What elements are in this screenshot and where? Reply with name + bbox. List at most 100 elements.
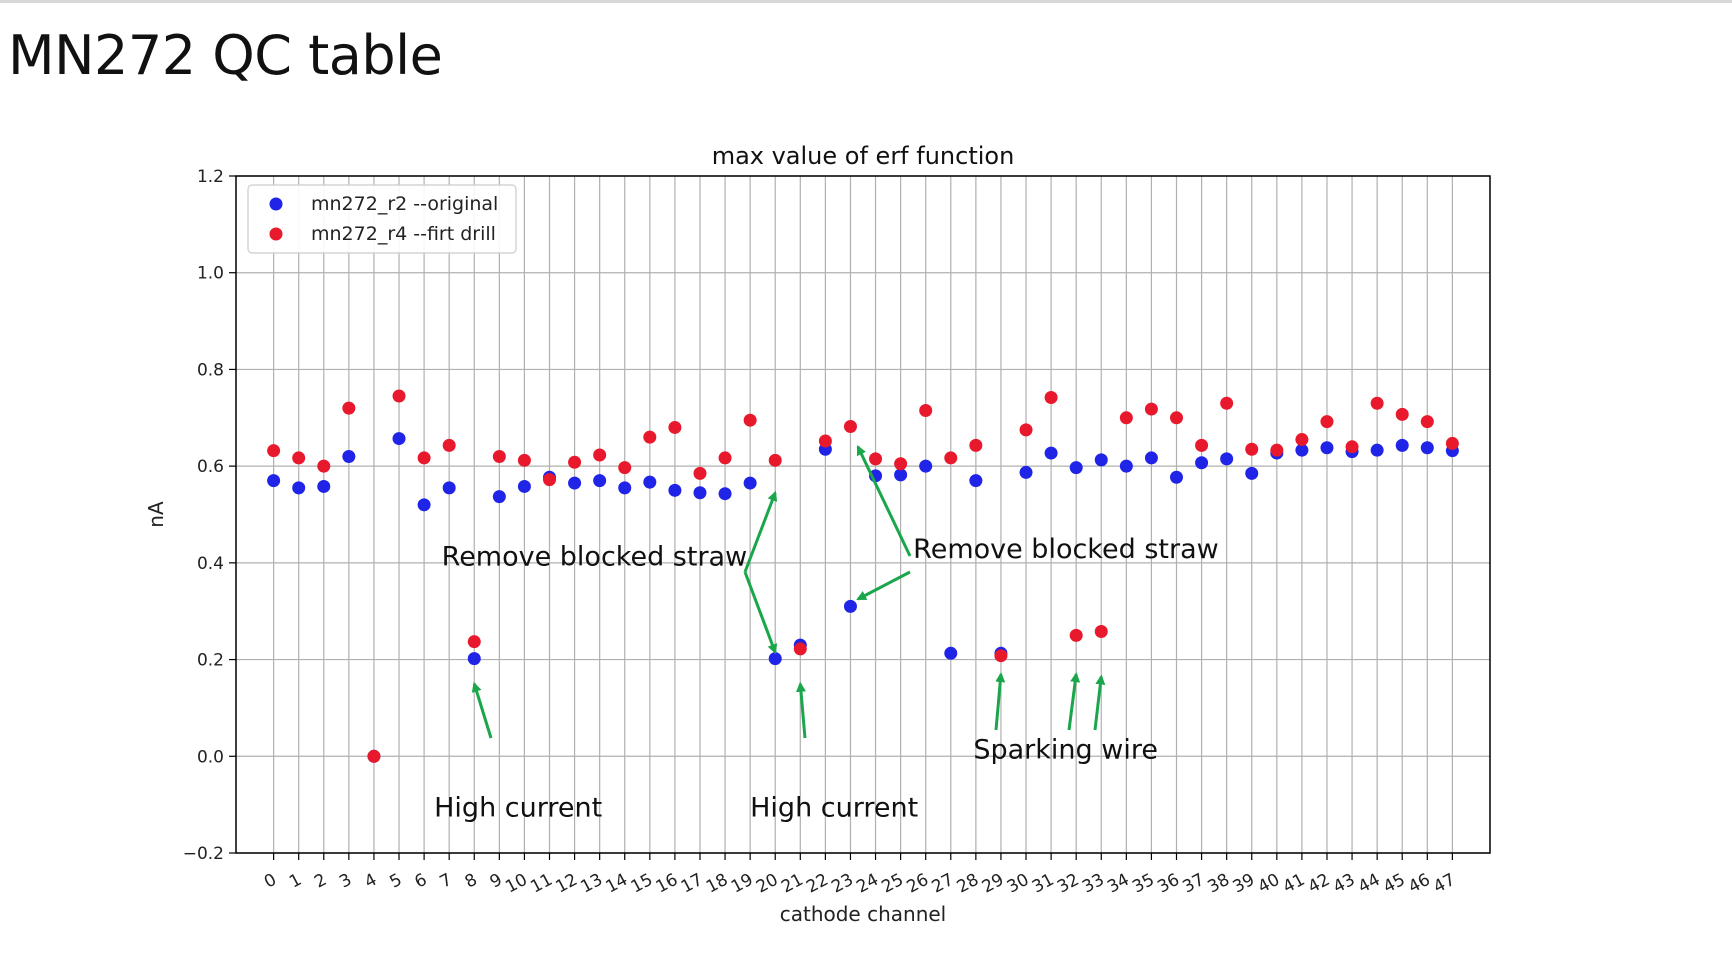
x-tick-label: 3	[336, 870, 355, 893]
data-point-series-1	[1420, 441, 1434, 455]
x-tick-label: 39	[1230, 870, 1258, 898]
y-axis-label: nA	[144, 501, 168, 528]
data-point-series-1	[1395, 438, 1409, 452]
x-tick-label: 34	[1104, 870, 1132, 898]
data-point-series-2	[743, 413, 757, 427]
data-point-series-1	[593, 474, 607, 488]
x-tick-label: 21	[778, 870, 806, 898]
x-tick-label: 2	[311, 870, 330, 893]
legend: mn272_r2 --original mn272_r4 --firt dril…	[247, 184, 517, 254]
x-tick-label: 44	[1355, 870, 1383, 898]
x-axis-ticks: 0 1 2 3 4 5 6 7 8 9101112131415161718192021222324…	[261, 853, 1459, 898]
data-point-series-2	[919, 404, 933, 418]
y-tick-label: 0.2	[197, 651, 224, 671]
x-tick-label: 45	[1380, 870, 1408, 898]
data-point-series-1	[1069, 461, 1083, 475]
x-tick-label: 47	[1430, 870, 1458, 898]
annotation-arrow	[796, 681, 807, 739]
data-point-series-2	[1195, 438, 1209, 452]
data-point-series-1	[944, 646, 958, 660]
annotation-arrows	[471, 444, 1106, 739]
data-point-series-2	[1144, 402, 1158, 416]
annotation-remove-blocked-straw-1: Remove blocked straw	[442, 541, 748, 572]
legend-marker-series-2	[269, 227, 283, 241]
y-tick-label: 0.4	[197, 554, 224, 574]
x-tick-label: 27	[929, 870, 957, 898]
data-point-series-1	[843, 599, 857, 613]
x-tick-label: 19	[728, 870, 756, 898]
data-point-series-1	[1295, 443, 1309, 457]
x-tick-label: 28	[954, 870, 982, 898]
data-point-series-2	[467, 635, 481, 649]
data-point-series-2	[894, 457, 908, 471]
x-tick-label: 24	[853, 870, 881, 898]
data-points	[267, 389, 1459, 763]
top-border	[0, 0, 1732, 3]
x-tick-label: 11	[527, 870, 555, 898]
data-point-series-2	[367, 749, 381, 763]
data-point-series-1	[517, 479, 531, 493]
x-tick-label: 40	[1255, 870, 1283, 898]
data-point-series-2	[593, 448, 607, 462]
data-point-series-2	[317, 459, 331, 473]
x-tick-label: 17	[678, 870, 706, 898]
x-tick-label: 23	[828, 870, 856, 898]
y-tick-label: −0.2	[183, 844, 224, 864]
data-point-series-1	[919, 459, 933, 473]
legend-label-series-2: mn272_r4 --firt drill	[311, 223, 496, 245]
data-point-series-2	[267, 444, 281, 458]
data-point-series-1	[467, 652, 481, 666]
y-axis-ticks: −0.2 0.0 0.2 0.4 0.6 0.8 1.0 1.2	[183, 167, 236, 864]
annotation-arrow	[1067, 672, 1081, 731]
data-point-series-1	[1245, 466, 1259, 480]
data-point-series-2	[1320, 415, 1334, 429]
y-tick-label: 0.8	[197, 360, 224, 380]
grid-lines	[236, 175, 1490, 854]
data-point-series-1	[1220, 452, 1234, 466]
data-point-series-1	[1019, 465, 1033, 479]
data-point-series-2	[1220, 396, 1234, 410]
data-point-series-1	[342, 449, 356, 463]
x-tick-label: 4	[361, 870, 380, 893]
x-tick-label: 8	[462, 870, 481, 893]
data-point-series-1	[568, 476, 582, 490]
x-tick-label: 6	[411, 870, 430, 893]
data-point-series-1	[969, 474, 983, 488]
slide-title: MN272 QC table	[8, 24, 443, 87]
data-point-series-1	[1370, 443, 1384, 457]
data-point-series-2	[1420, 415, 1434, 429]
y-tick-label: 0.6	[197, 457, 224, 477]
data-point-series-2	[969, 438, 983, 452]
data-point-series-2	[1295, 433, 1309, 447]
data-point-series-1	[643, 475, 657, 489]
data-point-series-1	[768, 652, 782, 666]
data-point-series-2	[1170, 411, 1183, 425]
x-axis-label: cathode channel	[780, 902, 947, 926]
annotation-arrow	[743, 571, 778, 655]
data-point-series-1	[1044, 446, 1058, 460]
x-tick-label: 16	[653, 870, 681, 898]
x-tick-label: 22	[803, 870, 831, 898]
x-tick-label: 5	[386, 870, 405, 893]
chart-title: max value of erf function	[712, 142, 1015, 170]
annotation-arrow	[1093, 674, 1106, 731]
annotation-remove-blocked-straw-2: Remove blocked straw	[913, 534, 1219, 565]
data-point-series-1	[492, 490, 506, 504]
x-tick-label: 31	[1029, 870, 1057, 898]
data-point-series-2	[1044, 390, 1058, 404]
annotation-high-current-1: High current	[434, 793, 602, 824]
data-point-series-2	[818, 434, 832, 448]
data-point-series-2	[392, 389, 406, 403]
data-point-series-2	[994, 649, 1008, 663]
data-point-series-2	[1069, 628, 1083, 642]
x-tick-label: 14	[603, 870, 631, 898]
x-tick-label: 7	[437, 870, 456, 893]
x-tick-label: 15	[628, 870, 656, 898]
data-point-series-2	[718, 451, 732, 465]
x-tick-label: 18	[703, 870, 731, 898]
data-point-series-2	[869, 452, 883, 466]
data-point-series-2	[643, 430, 657, 444]
x-tick-label: 41	[1280, 870, 1308, 898]
x-tick-label: 26	[904, 870, 932, 898]
data-point-series-1	[1195, 456, 1209, 470]
